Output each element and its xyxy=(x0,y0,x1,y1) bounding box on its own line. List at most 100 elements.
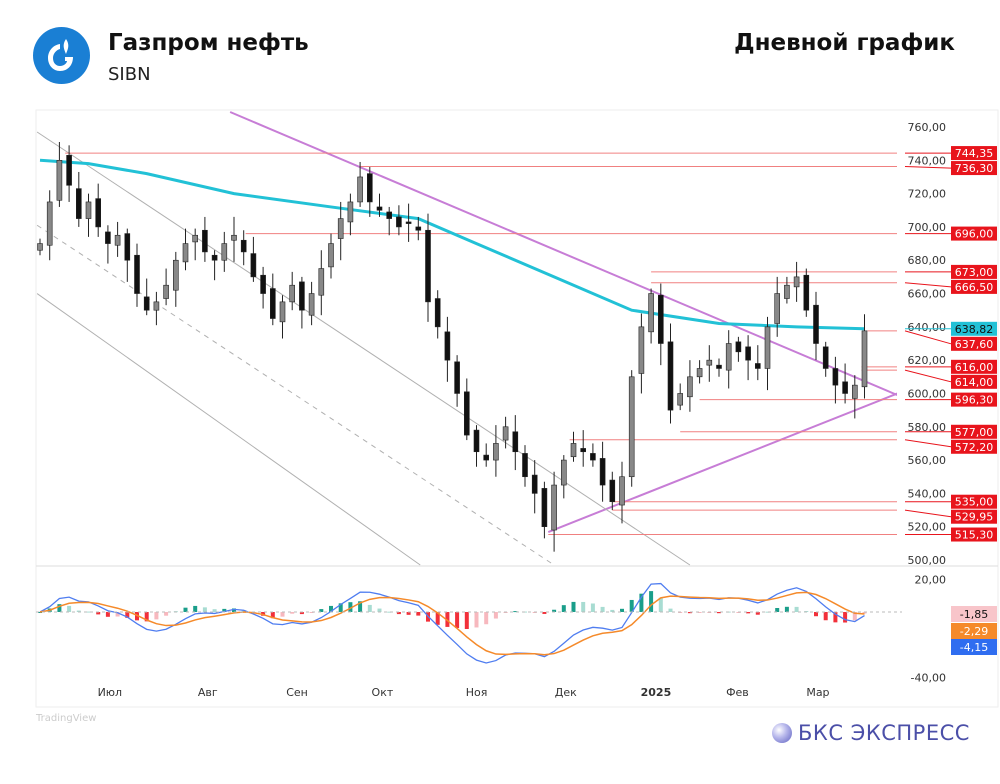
candle-body xyxy=(114,234,121,246)
candle-body xyxy=(628,376,635,478)
macd-macd-value: -4,15 xyxy=(960,641,988,654)
candle-body xyxy=(754,363,761,369)
candle-body xyxy=(531,474,538,494)
y-tick-label: 700,00 xyxy=(908,221,947,234)
macd-histogram-bar xyxy=(96,612,101,615)
candle-body xyxy=(386,211,393,219)
candle-body xyxy=(250,253,257,278)
tradingview-watermark: TradingView xyxy=(36,713,97,724)
level-label-connector xyxy=(904,369,952,383)
candle-body xyxy=(173,259,179,291)
macd-histogram-bar xyxy=(232,608,236,612)
macd-histogram-bar xyxy=(435,612,440,625)
candle-body xyxy=(493,443,499,461)
candle-body xyxy=(366,173,373,203)
candle-body xyxy=(706,359,713,366)
y-tick-label: 720,00 xyxy=(908,188,947,201)
level-label-badge xyxy=(951,359,997,374)
candle-body xyxy=(279,301,286,323)
macd-histogram-bar xyxy=(784,606,789,612)
macd-histogram-bar xyxy=(193,605,198,612)
chart-frame xyxy=(35,109,999,708)
ma-value-label-badge xyxy=(951,321,997,336)
candle-body xyxy=(269,288,276,319)
macd-histogram-bar xyxy=(309,612,314,613)
macd-histogram-bar xyxy=(358,601,363,612)
candle-body xyxy=(347,201,354,223)
macd-signal-value: -2,29 xyxy=(960,625,988,638)
level-label: 515,30 xyxy=(955,529,994,542)
gazprom-neft-logo xyxy=(33,27,90,84)
macd-histogram-bar xyxy=(115,612,120,617)
macd-histogram-badge xyxy=(951,606,997,622)
y-tick-label: 540,00 xyxy=(908,487,947,500)
macd-histogram-bar xyxy=(590,603,595,612)
candle-body xyxy=(774,293,781,324)
level-label-badge xyxy=(951,279,997,294)
macd-histogram-bar xyxy=(241,610,246,612)
flame-g-icon xyxy=(48,39,73,71)
macd-histogram-bar xyxy=(135,612,139,621)
macd-y-tick-label: -40,00 xyxy=(911,671,946,684)
candle-body xyxy=(638,326,645,374)
macd-histogram-bar xyxy=(144,612,149,622)
level-label-badge xyxy=(951,336,997,351)
level-label: 696,00 xyxy=(955,228,994,241)
x-tick-label: Мар xyxy=(806,686,829,699)
channel-dashed-line xyxy=(36,224,555,566)
level-label-badge xyxy=(951,439,997,454)
macd-histogram-bar xyxy=(290,612,295,614)
candle-body xyxy=(590,453,596,461)
macd-histogram-bar xyxy=(86,611,91,613)
macd-histogram-bar xyxy=(513,611,518,613)
candle-body xyxy=(609,479,616,503)
candle-body xyxy=(105,231,111,244)
level-label-connector xyxy=(904,282,952,288)
macd-histogram-bar xyxy=(387,611,392,613)
macd-histogram-bar xyxy=(57,604,62,612)
candle-body xyxy=(56,160,63,201)
macd-histogram-bar xyxy=(852,612,857,621)
macd-histogram-bar xyxy=(38,612,42,613)
y-tick-label: 560,00 xyxy=(908,454,947,467)
candle-body xyxy=(357,176,363,203)
y-tick-label: 680,00 xyxy=(908,254,947,267)
candle-body xyxy=(851,384,858,399)
macd-histogram-bar xyxy=(697,612,702,613)
candle-body xyxy=(725,343,732,371)
candle-body xyxy=(822,346,829,369)
y-tick-label: 740,00 xyxy=(908,154,947,167)
candle-body xyxy=(861,330,868,388)
level-label-badge xyxy=(951,424,997,439)
y-tick-label: 580,00 xyxy=(908,421,947,434)
macd-histogram-bar xyxy=(445,612,450,627)
macd-histogram-bar xyxy=(571,601,576,612)
candle-body xyxy=(328,243,334,268)
candle-body xyxy=(541,488,548,527)
macd-histogram-bar xyxy=(125,612,130,618)
bks-sphere-icon xyxy=(772,723,792,743)
macd-line xyxy=(39,582,865,664)
y-tick-label: 640,00 xyxy=(908,321,947,334)
macd-histogram-bar xyxy=(202,607,207,612)
candle-body xyxy=(405,221,412,224)
candle-body xyxy=(211,254,218,261)
candle-body xyxy=(687,376,693,398)
candle-body xyxy=(221,243,228,261)
level-label-badge xyxy=(951,509,997,524)
candle-body xyxy=(551,484,557,531)
macd-histogram-bar xyxy=(329,605,333,612)
candle-body xyxy=(560,459,567,486)
macd-histogram-bar xyxy=(493,612,498,619)
candle-body xyxy=(76,188,82,219)
candle-body xyxy=(124,233,131,261)
level-label-badge xyxy=(951,146,997,161)
y-tick-label: 600,00 xyxy=(908,387,947,400)
macd-histogram-bar xyxy=(610,609,615,612)
macd-histogram-bar xyxy=(396,612,401,615)
ma-value-label: 638,82 xyxy=(955,323,994,336)
x-tick-label: 2025 xyxy=(641,686,672,699)
level-label-connector xyxy=(904,439,952,448)
candle-body xyxy=(522,453,528,478)
bks-brand-text: БКС ЭКСПРЕСС xyxy=(798,721,970,745)
